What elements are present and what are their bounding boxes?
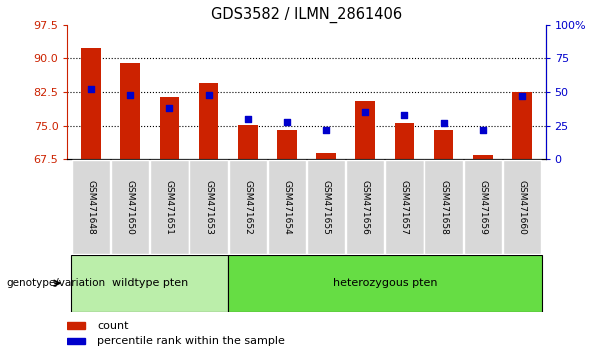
Bar xyxy=(386,160,424,254)
Point xyxy=(125,92,135,98)
Text: GSM471658: GSM471658 xyxy=(439,179,448,235)
Text: wildtype pten: wildtype pten xyxy=(112,278,188,288)
Bar xyxy=(395,124,414,159)
Bar xyxy=(71,255,228,312)
Bar xyxy=(229,160,267,254)
Text: GSM471648: GSM471648 xyxy=(86,180,96,234)
Bar xyxy=(189,160,227,254)
Point xyxy=(164,105,174,111)
Point xyxy=(400,112,409,118)
Text: GSM471654: GSM471654 xyxy=(283,180,291,234)
Text: GSM471652: GSM471652 xyxy=(243,180,252,234)
Bar xyxy=(159,97,179,159)
Bar xyxy=(72,160,110,254)
Point xyxy=(321,127,331,132)
Bar xyxy=(316,154,336,159)
Bar xyxy=(111,160,150,254)
Bar xyxy=(512,92,532,159)
Bar xyxy=(150,160,189,254)
Point xyxy=(204,92,213,98)
Bar xyxy=(120,63,140,159)
Text: GSM471659: GSM471659 xyxy=(478,179,487,235)
Text: GSM471653: GSM471653 xyxy=(204,179,213,235)
Point xyxy=(517,93,527,99)
Point xyxy=(360,109,370,115)
Bar xyxy=(473,155,493,159)
Text: GSM471650: GSM471650 xyxy=(126,179,135,235)
Bar xyxy=(463,160,502,254)
Bar xyxy=(268,160,306,254)
Bar xyxy=(67,322,85,329)
Point xyxy=(86,86,96,92)
Text: genotype/variation: genotype/variation xyxy=(6,278,105,288)
Bar xyxy=(199,83,218,159)
Text: count: count xyxy=(97,321,129,331)
Text: percentile rank within the sample: percentile rank within the sample xyxy=(97,336,285,346)
Point xyxy=(243,116,253,122)
Bar xyxy=(424,160,463,254)
Bar xyxy=(81,48,101,159)
Text: GSM471657: GSM471657 xyxy=(400,179,409,235)
Bar xyxy=(238,125,257,159)
Title: GDS3582 / ILMN_2861406: GDS3582 / ILMN_2861406 xyxy=(211,7,402,23)
Bar xyxy=(503,160,541,254)
Bar xyxy=(434,130,454,159)
Point xyxy=(439,120,449,126)
Bar xyxy=(277,130,297,159)
Text: GSM471655: GSM471655 xyxy=(322,179,330,235)
Text: GSM471660: GSM471660 xyxy=(517,179,527,235)
Bar xyxy=(228,255,542,312)
Point xyxy=(478,127,488,132)
Bar xyxy=(346,160,384,254)
Text: GSM471656: GSM471656 xyxy=(361,179,370,235)
Bar xyxy=(356,101,375,159)
Text: GSM471651: GSM471651 xyxy=(165,179,174,235)
Bar xyxy=(307,160,345,254)
Point xyxy=(282,119,292,125)
Bar xyxy=(67,338,85,344)
Text: heterozygous pten: heterozygous pten xyxy=(333,278,437,288)
